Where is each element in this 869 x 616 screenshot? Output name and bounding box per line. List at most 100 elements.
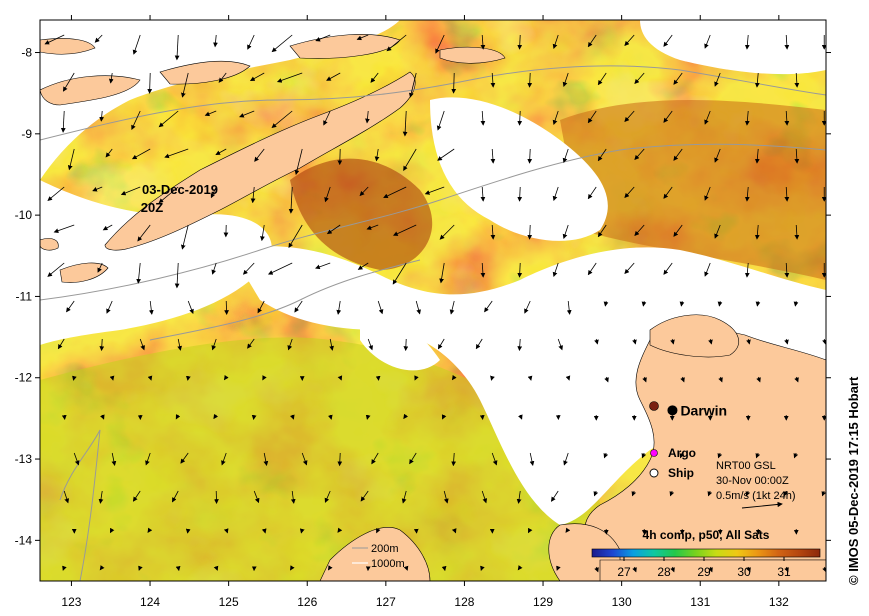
x-axis: 123 124 125 126 127 128 129 130 131 132 xyxy=(61,15,789,609)
current-arrow xyxy=(663,262,673,275)
current-arrow xyxy=(415,300,421,315)
current-arrow xyxy=(451,528,457,534)
current-arrow xyxy=(271,34,293,53)
current-arrow xyxy=(242,262,255,275)
current-arrow xyxy=(187,300,194,315)
current-arrow xyxy=(402,110,408,137)
current-arrow xyxy=(386,34,407,52)
current-arrow xyxy=(174,34,180,61)
current-arrow xyxy=(392,262,407,285)
current-arrow xyxy=(491,452,498,466)
current-arrow xyxy=(832,453,834,458)
x-tick-label: 132 xyxy=(769,595,789,609)
y-tick-label: -14 xyxy=(15,533,33,547)
current-arrow xyxy=(437,338,445,350)
current-arrow xyxy=(213,34,218,48)
current-arrow xyxy=(634,148,645,161)
x-tick-label: 123 xyxy=(61,595,81,609)
current-arrow xyxy=(294,300,303,313)
swath-date: 03-Dec-2019 xyxy=(142,182,218,197)
current-arrow xyxy=(704,186,711,201)
current-arrow xyxy=(794,376,799,383)
current-arrow xyxy=(784,110,790,126)
current-arrow xyxy=(145,452,151,466)
x-tick-label: 128 xyxy=(454,595,474,609)
current-arrow xyxy=(490,375,495,381)
current-arrow xyxy=(714,224,721,239)
current-arrow xyxy=(47,262,65,277)
current-arrow xyxy=(147,375,153,381)
land-northern-australia xyxy=(584,324,826,561)
plot-area xyxy=(40,20,834,581)
current-arrow xyxy=(624,34,635,47)
current-arrow xyxy=(164,148,189,159)
current-arrow xyxy=(131,110,141,130)
current-arrow xyxy=(707,490,713,497)
current-arrow xyxy=(794,148,800,164)
missing-data xyxy=(40,20,826,525)
current-arrow xyxy=(326,224,341,235)
x-tick-label: 130 xyxy=(612,595,632,609)
current-arrow xyxy=(517,565,523,571)
current-arrow xyxy=(517,34,523,50)
current-arrow xyxy=(597,224,607,238)
current-arrow xyxy=(490,224,496,240)
current-arrow xyxy=(527,72,533,88)
current-arrow xyxy=(524,300,531,314)
current-arrow xyxy=(552,262,559,278)
current-arrow xyxy=(401,490,407,504)
current-arrow xyxy=(287,338,293,351)
y-tick-label: -13 xyxy=(15,452,33,466)
current-arrow xyxy=(403,565,409,571)
current-arrow xyxy=(136,262,142,284)
current-arrow xyxy=(556,565,561,571)
current-arrow xyxy=(562,148,569,164)
current-arrow xyxy=(324,186,331,203)
current-arrow xyxy=(221,452,227,466)
current-arrow xyxy=(174,262,180,289)
current-arrow xyxy=(435,34,445,54)
current-arrow xyxy=(443,490,449,504)
current-arrow xyxy=(47,186,65,201)
current-arrow xyxy=(597,72,607,86)
current-arrow xyxy=(480,565,485,571)
current-arrow xyxy=(365,110,370,124)
current-arrow xyxy=(327,414,333,420)
y-tick-label: -8 xyxy=(21,46,32,60)
current-arrow xyxy=(324,490,331,503)
current-arrow xyxy=(451,72,457,94)
current-arrow xyxy=(250,186,256,204)
current-arrow xyxy=(276,72,303,83)
current-arrow xyxy=(717,452,723,459)
current-arrow xyxy=(403,338,409,352)
current-arrow xyxy=(604,376,609,383)
current-arrow xyxy=(634,224,645,237)
current-arrow xyxy=(100,414,105,420)
current-arrow xyxy=(73,452,80,466)
current-arrow xyxy=(449,300,455,315)
depth-200-label: 200m xyxy=(371,543,399,555)
x-tick-label: 124 xyxy=(140,595,160,609)
current-arrow xyxy=(92,186,103,192)
current-arrow xyxy=(718,376,723,383)
current-arrow xyxy=(328,565,333,571)
y-tick-label: -12 xyxy=(15,371,33,385)
current-arrow xyxy=(99,338,105,352)
current-arrow xyxy=(424,186,445,195)
current-arrow xyxy=(436,110,445,131)
current-arrow xyxy=(593,490,599,497)
current-arrow xyxy=(562,224,569,240)
current-arrow xyxy=(97,262,103,273)
x-tick-label: 126 xyxy=(297,595,317,609)
current-arrow xyxy=(552,110,559,126)
current-arrow xyxy=(624,186,635,199)
current-arrow xyxy=(634,72,645,85)
current-arrow xyxy=(299,528,305,534)
current-arrow xyxy=(63,490,70,504)
y-axis: -8 -9 -10 -11 -12 -13 -14 xyxy=(15,46,831,547)
current-arrow xyxy=(131,148,151,160)
current-arrow xyxy=(669,490,675,497)
current-arrow xyxy=(337,452,343,467)
current-arrow xyxy=(437,148,455,161)
current-arrow xyxy=(211,262,217,275)
